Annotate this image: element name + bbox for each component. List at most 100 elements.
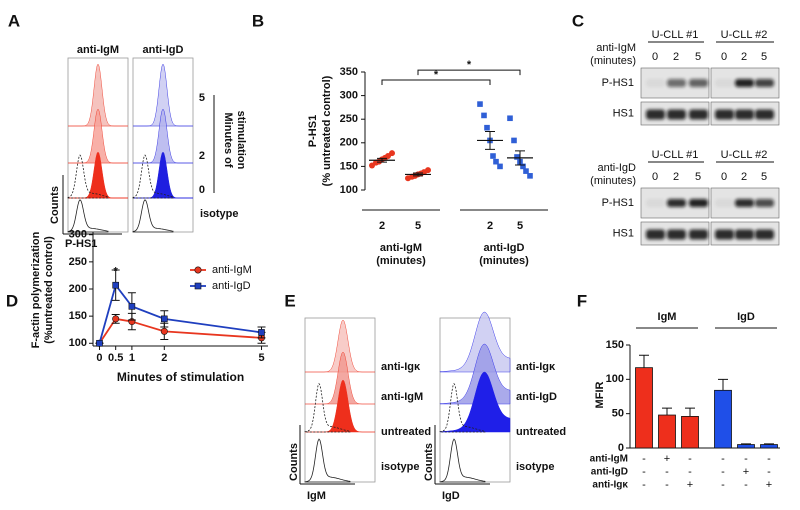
lane-label: 2	[673, 51, 679, 63]
histogram-isotype	[132, 199, 174, 233]
panel-label: E	[284, 291, 295, 310]
significance-label: *	[467, 59, 472, 71]
blot-band	[735, 109, 754, 120]
treatment-mark: -	[642, 453, 646, 465]
lane-label: 2	[741, 51, 747, 63]
significance-bracket	[417, 69, 521, 76]
x-axis-label: P-HS1	[65, 238, 97, 250]
y-axis-label: Counts	[49, 186, 61, 224]
stimulus-label: (minutes)	[590, 55, 636, 67]
blot-row-label: P-HS1	[602, 77, 634, 89]
blot-band	[646, 229, 665, 240]
lane-label: 5	[695, 51, 701, 63]
bar	[714, 389, 732, 449]
treatment-mark: -	[721, 453, 725, 465]
histogram	[68, 108, 128, 164]
donor-label: U-CLL #2	[721, 29, 768, 41]
blot-band	[689, 79, 708, 87]
blot-band	[735, 79, 754, 87]
histogram-unstimulated	[439, 382, 486, 433]
blot-band	[735, 199, 754, 207]
x-tick-label: 5	[517, 220, 523, 232]
treatment-mark: -	[721, 479, 725, 491]
sem-bar	[377, 157, 387, 163]
histogram	[133, 108, 193, 164]
histogram-unstimulated	[132, 154, 174, 199]
histogram-unstimulated	[304, 382, 351, 433]
x-tick-label: 5	[258, 352, 264, 364]
group-label: IgM	[658, 311, 677, 323]
stimulus-label: anti-IgM	[596, 42, 636, 54]
y-tick-label: 300	[69, 229, 87, 241]
y-tick-label: 50	[612, 408, 624, 420]
group-label: IgD	[737, 311, 755, 323]
series-line	[98, 317, 262, 344]
panel-label: A	[8, 11, 20, 30]
blot-band	[646, 79, 665, 87]
treatment-mark: -	[688, 466, 692, 478]
y-tick-label: 150	[340, 160, 358, 172]
treatment-mark: -	[665, 466, 669, 478]
histogram	[305, 319, 375, 373]
blot-band	[715, 79, 734, 87]
x-tick-label: 0	[96, 352, 102, 364]
histogram	[439, 371, 511, 433]
blot-row-label: P-HS1	[602, 197, 634, 209]
legend-marker	[194, 266, 202, 274]
lane-label: 5	[695, 171, 701, 183]
blot-band	[755, 199, 774, 207]
x-axis-label: IgD	[442, 490, 460, 502]
lane-label: 2	[673, 171, 679, 183]
histogram-isotype	[439, 438, 486, 483]
treatment-mark: -	[721, 466, 725, 478]
blot-band	[667, 109, 686, 120]
data-point	[481, 112, 487, 119]
data-point	[507, 115, 513, 122]
panel-label: C	[572, 11, 584, 30]
time-axis-label: stimulation	[235, 111, 247, 170]
blot-band	[715, 229, 734, 240]
data-point	[514, 154, 520, 160]
histogram	[305, 379, 375, 433]
data-point	[493, 158, 499, 165]
bar	[760, 444, 778, 449]
lane-label: 0	[721, 171, 727, 183]
blot-band	[715, 109, 734, 120]
data-point	[490, 153, 496, 159]
blot-band	[755, 79, 774, 87]
histogram-isotype	[67, 199, 109, 233]
blot-row-label: HS1	[613, 227, 634, 239]
stimulus-label: anti-IgD	[597, 162, 636, 174]
x-tick-label: 5	[415, 220, 421, 232]
bar	[681, 416, 699, 449]
histogram-unstimulated	[67, 154, 109, 199]
bar	[635, 367, 653, 449]
blot-band	[755, 229, 774, 240]
lane-label: 0	[652, 51, 658, 63]
y-tick-label: 350	[340, 66, 358, 78]
error-bar	[685, 407, 695, 417]
time-label: 2	[199, 150, 205, 162]
lane-label: 2	[741, 171, 747, 183]
bar	[658, 414, 676, 449]
x-tick-label: 2	[487, 220, 493, 232]
treatment-label: anti-IgM	[590, 454, 628, 465]
y-axis-label: F-actin polymerization	[30, 231, 42, 348]
column-label: anti-IgD	[143, 44, 184, 56]
lane-label: 0	[721, 51, 727, 63]
data-point	[96, 339, 103, 347]
stimulus-label: (minutes)	[590, 175, 636, 187]
treatment-label: anti-IgD	[591, 467, 628, 478]
histogram-label: anti-IgM	[381, 391, 423, 403]
histogram-label: untreated	[516, 426, 566, 438]
x-tick-label: 2	[379, 220, 385, 232]
lane-label: 5	[761, 171, 767, 183]
data-point	[425, 167, 431, 174]
data-point	[112, 281, 119, 289]
legend-marker	[194, 282, 202, 290]
time-label: 5	[199, 92, 205, 104]
column-label: anti-IgM	[77, 44, 119, 56]
blot-band	[646, 199, 665, 207]
treatment-mark: -	[642, 466, 646, 478]
data-point	[389, 150, 395, 157]
